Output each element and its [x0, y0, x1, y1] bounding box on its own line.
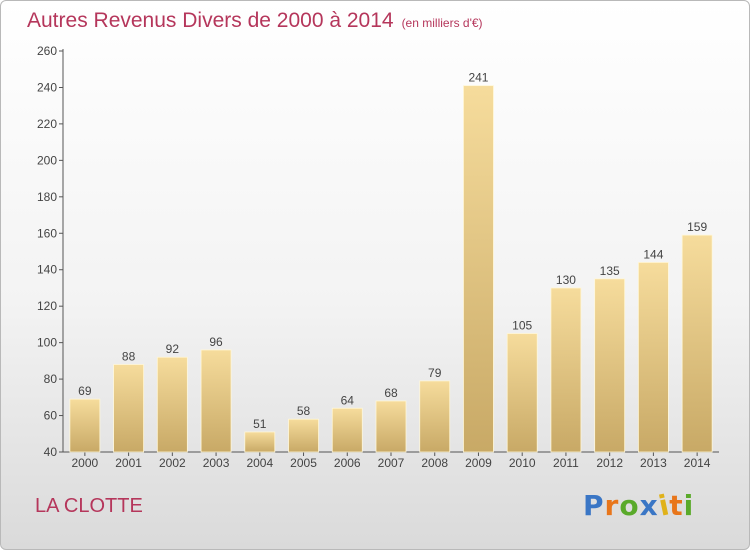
- x-tick-label: 2000: [72, 456, 99, 470]
- bar-2004: [244, 431, 276, 453]
- x-tick-label: 2002: [159, 456, 186, 470]
- data-label-2000: 69: [78, 384, 92, 398]
- data-label-2007: 68: [384, 386, 398, 400]
- data-label-2006: 64: [341, 393, 355, 407]
- x-tick-label: 2010: [509, 456, 536, 470]
- y-tick-label: 200: [37, 153, 57, 167]
- logo-letter: o: [619, 489, 640, 522]
- bar-2002: [156, 356, 188, 453]
- proxiti-logo[interactable]: Proxiti: [583, 488, 695, 522]
- x-tick-label: 2003: [203, 456, 230, 470]
- y-tick-label: 180: [37, 190, 57, 204]
- y-tick-label: 40: [44, 445, 58, 459]
- y-tick-label: 100: [37, 336, 57, 350]
- bar-2009: [463, 85, 494, 453]
- x-axis: 2000 2001 2002 2003 2004 2005 2006 2007 2008 2009…: [63, 451, 719, 470]
- logo-letter: r: [604, 489, 620, 522]
- bar-2011: [550, 287, 582, 453]
- data-label-2010: 105: [512, 319, 532, 333]
- bar-2008: [419, 380, 451, 453]
- y-tick-label: 220: [37, 117, 57, 131]
- bar-2013: [638, 262, 669, 453]
- bar-2007: [375, 400, 407, 453]
- data-label-2003: 96: [209, 335, 223, 349]
- x-tick-label: 2013: [640, 456, 667, 470]
- x-tick-label: 2008: [421, 456, 448, 470]
- logo-letter: x: [639, 489, 659, 522]
- data-label-2001: 88: [122, 350, 136, 364]
- bar-2005: [288, 418, 319, 453]
- x-tick-label: 2009: [465, 456, 492, 470]
- x-tick-label: 2014: [684, 456, 711, 470]
- x-tick-label: 2012: [596, 456, 623, 470]
- x-tick-label: 2007: [378, 456, 405, 470]
- y-tick-label: 260: [37, 44, 57, 58]
- x-tick-label: 2005: [290, 456, 317, 470]
- data-label-2014: 159: [687, 220, 707, 234]
- bars: 69 88 92 96 51 58 64 68 79 241 105 130 135 144 159: [69, 71, 713, 453]
- x-tick-label: 2011: [553, 456, 579, 470]
- y-tick-label: 80: [44, 372, 58, 386]
- x-tick-label: 2004: [246, 456, 273, 470]
- logo-letter: t: [669, 489, 684, 522]
- bar-2012: [594, 278, 626, 453]
- y-tick-label: 240: [37, 80, 57, 94]
- x-tick-label: 2001: [115, 456, 142, 470]
- data-label-2004: 51: [253, 417, 267, 431]
- y-tick-label: 140: [37, 263, 57, 277]
- bar-2000: [69, 398, 101, 453]
- bar-2014: [681, 234, 713, 453]
- chart-title: Autres Revenus Divers de 2000 à 2014: [27, 9, 394, 32]
- bar-2001: [113, 364, 144, 453]
- commune-name: LA CLOTTE: [35, 495, 143, 517]
- data-label-2011: 130: [556, 273, 576, 287]
- data-label-2013: 144: [643, 247, 663, 261]
- data-label-2012: 135: [600, 264, 620, 278]
- logo-letter: P: [583, 489, 605, 522]
- data-label-2008: 79: [428, 366, 442, 380]
- x-tick-label: 2006: [334, 456, 361, 470]
- data-label-2005: 58: [297, 404, 311, 418]
- y-axis: 40 60 80 100 120 140 160 180 200 220 240 260: [37, 44, 64, 459]
- y-tick-label: 160: [37, 226, 57, 240]
- logo-letter: i: [683, 489, 695, 522]
- data-label-2002: 92: [166, 342, 180, 356]
- y-tick-label: 120: [37, 299, 57, 313]
- bar-2003: [200, 349, 232, 453]
- bar-2006: [331, 407, 363, 453]
- y-tick-label: 60: [44, 409, 58, 423]
- bar-2010: [506, 333, 538, 453]
- data-label-2009: 241: [468, 71, 488, 85]
- chart-title-block: Autres Revenus Divers de 2000 à 2014 (en …: [27, 9, 483, 33]
- chart-subtitle: (en milliers d'€): [401, 16, 483, 30]
